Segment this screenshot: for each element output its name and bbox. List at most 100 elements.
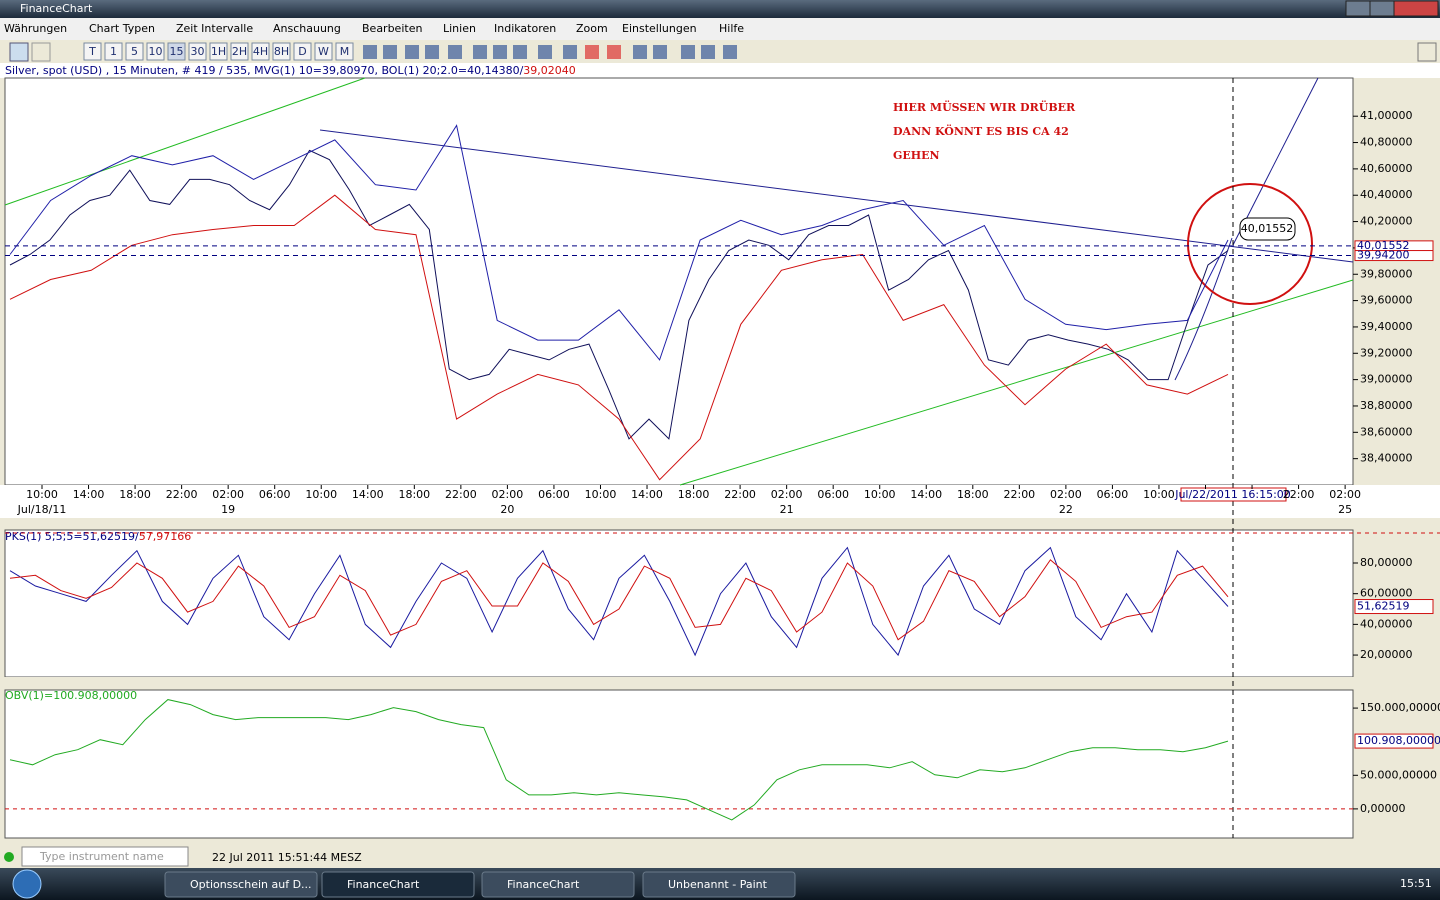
- menu-item[interactable]: Hilfe: [719, 22, 744, 35]
- tool-icon[interactable]: [363, 45, 377, 59]
- y-tick-label: 40,00000: [1360, 617, 1413, 630]
- day-label: 19: [221, 503, 235, 516]
- interval-label: 10: [149, 45, 163, 58]
- interval-button[interactable]: [125, 42, 144, 61]
- menu-item[interactable]: Einstellungen: [622, 22, 697, 35]
- info-bar: [0, 63, 1440, 78]
- toolbar: [0, 40, 1440, 63]
- tool-icon[interactable]: [633, 45, 647, 59]
- x-tick-label: 14:00: [910, 488, 942, 501]
- tool-icon[interactable]: [405, 45, 419, 59]
- menu-item[interactable]: Indikatoren: [494, 22, 556, 35]
- x-tick-label: 06:00: [538, 488, 570, 501]
- taskbar-item[interactable]: [642, 871, 796, 898]
- tool-icon[interactable]: [607, 45, 621, 59]
- interval-label: M: [340, 45, 350, 58]
- day-label: 22: [1059, 503, 1073, 516]
- interval-button[interactable]: [83, 42, 102, 61]
- highlight-circle: [1187, 183, 1313, 305]
- interval-button[interactable]: [272, 42, 291, 61]
- tool-icon[interactable]: [701, 45, 715, 59]
- interval-label: W: [318, 45, 329, 58]
- x-tick-label: 14:00: [352, 488, 384, 501]
- taskbar-item[interactable]: [321, 871, 475, 898]
- series-line: [9, 699, 1229, 821]
- menu-item[interactable]: Zeit Intervalle: [176, 22, 253, 35]
- maximize-button[interactable]: [1369, 0, 1395, 17]
- taskbar-label: FinanceChart: [507, 878, 580, 891]
- tool-icon[interactable]: [723, 45, 737, 59]
- interval-button[interactable]: [188, 42, 207, 61]
- tool-icon[interactable]: [473, 45, 487, 59]
- tool-icon[interactable]: [448, 45, 462, 59]
- minimize-button[interactable]: [1345, 0, 1371, 17]
- status-bar: [0, 848, 1440, 868]
- x-tick-label: 14:00: [631, 488, 663, 501]
- x-tick-label: 06:00: [259, 488, 291, 501]
- annotation: HIER MÜSSEN WIR DRÜBER: [893, 100, 1076, 114]
- series-line: [9, 546, 1229, 657]
- tool-icon[interactable]: [1417, 42, 1437, 62]
- current-value-label: 51,62519: [1357, 600, 1410, 613]
- interval-button[interactable]: [251, 42, 270, 61]
- tool-icon[interactable]: [513, 45, 527, 59]
- y-tick-label: 38,80000: [1360, 399, 1413, 412]
- interval-button[interactable]: [230, 42, 249, 61]
- trendline: [1174, 237, 1233, 381]
- status-icon: [4, 852, 14, 862]
- info-text: Silver, spot (USD) , 15 Minuten, # 419 /…: [5, 64, 524, 77]
- tool-icon[interactable]: [493, 45, 507, 59]
- menu-item[interactable]: Währungen: [4, 22, 67, 35]
- x-tick-label: 02:00: [1329, 488, 1361, 501]
- trendlines: [4, 77, 1354, 486]
- current-value-box: [1354, 599, 1434, 615]
- close-button[interactable]: [1393, 0, 1439, 17]
- y-tick-label: 41,00000: [1360, 109, 1413, 122]
- x-tick-label: 02:00: [1050, 488, 1082, 501]
- clock: 15:51: [1400, 877, 1432, 890]
- splitter: [0, 677, 1440, 690]
- callout-box: [1239, 217, 1296, 241]
- interval-button[interactable]: [209, 42, 228, 61]
- interval-button[interactable]: [167, 42, 186, 61]
- interval-button[interactable]: [293, 42, 312, 61]
- splitter: [0, 518, 1440, 530]
- y-tick-label: 39,40000: [1360, 320, 1413, 333]
- x-tick-label: 14:00: [73, 488, 105, 501]
- interval-label: 5: [131, 45, 138, 58]
- menu-item[interactable]: Chart Typen: [89, 22, 155, 35]
- menu-item[interactable]: Anschauung: [273, 22, 341, 35]
- interval-button[interactable]: [104, 42, 123, 61]
- interval-button[interactable]: [146, 42, 165, 61]
- interval-label: 30: [191, 45, 205, 58]
- tool-icon[interactable]: [681, 45, 695, 59]
- x-tick-label: 10:00: [1143, 488, 1175, 501]
- interval-button[interactable]: [335, 42, 354, 61]
- interval-button[interactable]: [314, 42, 333, 61]
- instrument-input[interactable]: [21, 846, 189, 867]
- tool-icon[interactable]: [653, 45, 667, 59]
- start-button[interactable]: [12, 869, 42, 899]
- y-tick-label: 150.000,00000: [1360, 701, 1440, 714]
- menu-item[interactable]: Bearbeiten: [362, 22, 422, 35]
- tool-button[interactable]: [31, 42, 51, 62]
- taskbar-item[interactable]: [481, 871, 635, 898]
- tool-button[interactable]: [9, 42, 29, 62]
- obv-plot: [4, 689, 1354, 839]
- menu-item[interactable]: Zoom: [576, 22, 608, 35]
- tool-icon[interactable]: [538, 45, 552, 59]
- y-tick-label: 39,20000: [1360, 346, 1413, 359]
- interval-label: 2H: [232, 45, 247, 58]
- title-bar: [0, 0, 1440, 18]
- y-tick-label: 40,40000: [1360, 188, 1413, 201]
- y-tick-label: 40,20000: [1360, 215, 1413, 228]
- tool-icon[interactable]: [585, 45, 599, 59]
- menu-item[interactable]: Linien: [443, 22, 476, 35]
- annotation: GEHEN: [893, 149, 940, 162]
- pks-info-sep: /: [135, 530, 139, 543]
- taskbar-item[interactable]: [164, 871, 318, 898]
- tool-icon[interactable]: [563, 45, 577, 59]
- tool-icon[interactable]: [425, 45, 439, 59]
- series-line: [9, 124, 1229, 361]
- tool-icon[interactable]: [383, 45, 397, 59]
